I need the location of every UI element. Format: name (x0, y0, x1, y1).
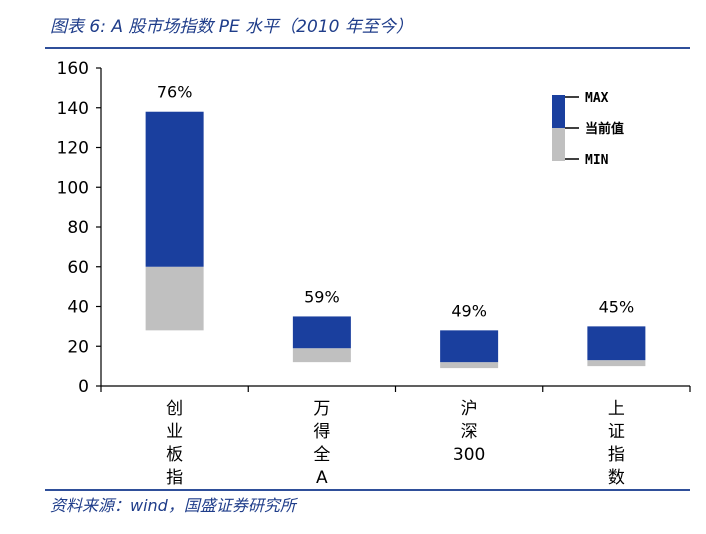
data-label: 45% (599, 297, 635, 316)
x-category-label: 上证指数 (608, 399, 625, 488)
bar-upper-segment (587, 326, 646, 361)
bar-lower-segment (587, 360, 646, 367)
chart-title: 图表 6: A 股市场指数 PE 水平（2010 年至今） (50, 17, 413, 37)
y-tick-label: 100 (57, 178, 89, 198)
data-label: 49% (451, 301, 487, 320)
y-tick-label: 60 (67, 258, 89, 278)
legend-label-min: MIN (585, 153, 609, 168)
title-rule (45, 47, 690, 49)
legend-label-current: 当前值 (585, 121, 624, 137)
bars: 76% 59% 49% 45% (145, 83, 646, 369)
data-label: 59% (304, 287, 340, 306)
source-rule (45, 489, 690, 491)
axes: 0 20 40 60 80 100 120 140 160 创业板指 万得全 A 沪深 300 上证指数 (57, 59, 691, 488)
x-category-label: 万得全 A (313, 399, 330, 488)
x-category-label: 沪深 300 (453, 399, 485, 465)
bar-lower-segment (292, 348, 351, 363)
bar-lower-segment (145, 266, 204, 331)
y-tick-label: 160 (57, 59, 89, 79)
bar-upper-segment (292, 316, 351, 349)
legend-swatch-lower (552, 128, 565, 161)
legend-swatch-upper (552, 95, 565, 128)
y-tick-label: 0 (78, 377, 89, 397)
bar-lower-segment (440, 362, 499, 369)
y-tick-label: 40 (67, 298, 89, 318)
x-category-label: 创业板指 (166, 399, 183, 488)
data-label: 76% (157, 83, 193, 102)
source-note: 资料来源：wind，国盛证券研究所 (50, 496, 296, 515)
legend-label-max: MAX (585, 91, 609, 106)
bar-upper-segment (145, 111, 204, 267)
y-tick-label: 140 (57, 99, 89, 119)
bar-upper-segment (440, 330, 499, 363)
y-tick-label: 80 (67, 218, 89, 238)
y-tick-label: 20 (67, 337, 89, 357)
y-tick-label: 120 (57, 139, 89, 159)
legend: MAX 当前值 MIN (552, 91, 624, 168)
